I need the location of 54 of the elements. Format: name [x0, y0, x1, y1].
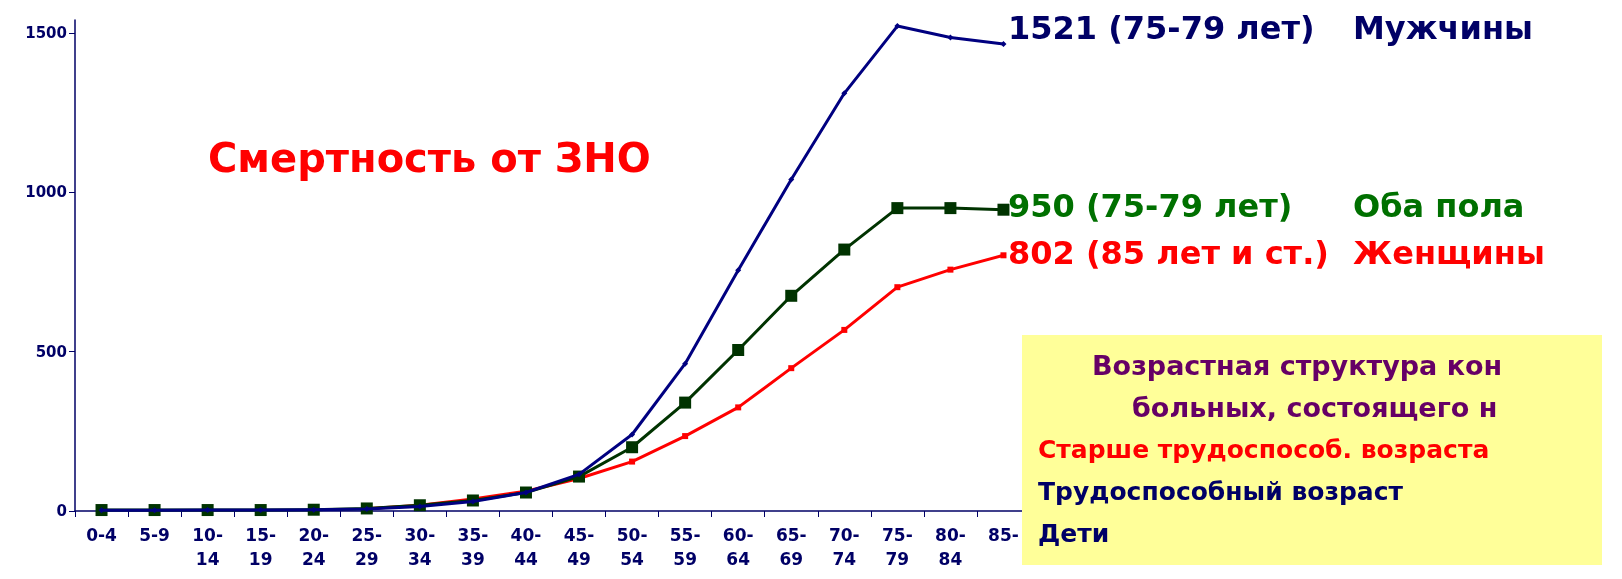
point [629, 458, 636, 465]
x-tick-label: 50-54 [616, 525, 648, 569]
note-panel: Возрастная структура кон больных, состоящего н Старше трудоспособ. возраста Трудоспособный возраст Дети [1022, 335, 1602, 565]
point [1000, 252, 1007, 259]
x-tick-label: 15-19 [245, 525, 277, 569]
x-tick-label: 25-29 [351, 525, 383, 569]
x-tick-label: 10-14 [192, 525, 223, 569]
point [841, 90, 848, 97]
x-tick-label: 20-24 [298, 525, 330, 569]
x-tick-label: 75-79 [882, 525, 913, 569]
point [841, 326, 848, 333]
point [894, 284, 901, 291]
point [682, 360, 689, 367]
text: Мужчины [1353, 9, 1533, 47]
point [735, 404, 742, 411]
x-tick-label: 80-84 [935, 525, 966, 569]
x-tick-label: 65-69 [775, 525, 807, 569]
point [732, 343, 745, 356]
x-tick-label: 45-49 [563, 525, 595, 569]
x-tick-label: 60-64 [722, 525, 754, 569]
annotation: 1521 (75-79 лет) [1008, 9, 1315, 47]
point [788, 176, 795, 183]
text: Оба пола [1353, 187, 1525, 226]
annotation: 802 (85 лет и ст.) [1008, 234, 1329, 273]
x-tick-label: 5-9 [139, 525, 170, 545]
x-tick-label: 40-44 [510, 525, 542, 569]
x-tick-label: 30-34 [404, 525, 436, 569]
point [947, 266, 954, 273]
x-tick-label: 85- [988, 525, 1019, 545]
y-tick-label: 1500 [25, 23, 67, 42]
point [682, 433, 689, 440]
x-tick-label: 0-4 [86, 525, 118, 545]
y-tick-label: 500 [35, 342, 67, 361]
point [838, 243, 851, 256]
point [785, 289, 798, 302]
x-tick-label: 70-74 [828, 525, 860, 569]
x-tick-label: 55-59 [669, 525, 701, 569]
point [947, 34, 954, 41]
point [735, 267, 742, 274]
point [629, 431, 636, 438]
x-tick-label: 35-39 [457, 525, 489, 569]
annotation: 950 (75-79 лет) [1008, 187, 1293, 226]
point [1000, 40, 1007, 47]
point [894, 23, 901, 30]
point [679, 396, 692, 409]
point [997, 203, 1010, 216]
text: Смертность от ЗНО [208, 135, 651, 181]
text: Женщины [1353, 234, 1545, 273]
y-tick-label: 0 [56, 502, 67, 520]
point [626, 441, 639, 454]
point [891, 202, 904, 215]
y-tick-label: 1000 [25, 183, 67, 202]
point [788, 365, 795, 372]
point [944, 202, 957, 215]
